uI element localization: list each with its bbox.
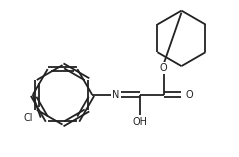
Text: Cl: Cl <box>23 113 33 123</box>
Text: O: O <box>160 63 167 73</box>
Text: N: N <box>112 90 120 100</box>
Text: OH: OH <box>132 117 147 127</box>
Text: O: O <box>185 90 193 100</box>
